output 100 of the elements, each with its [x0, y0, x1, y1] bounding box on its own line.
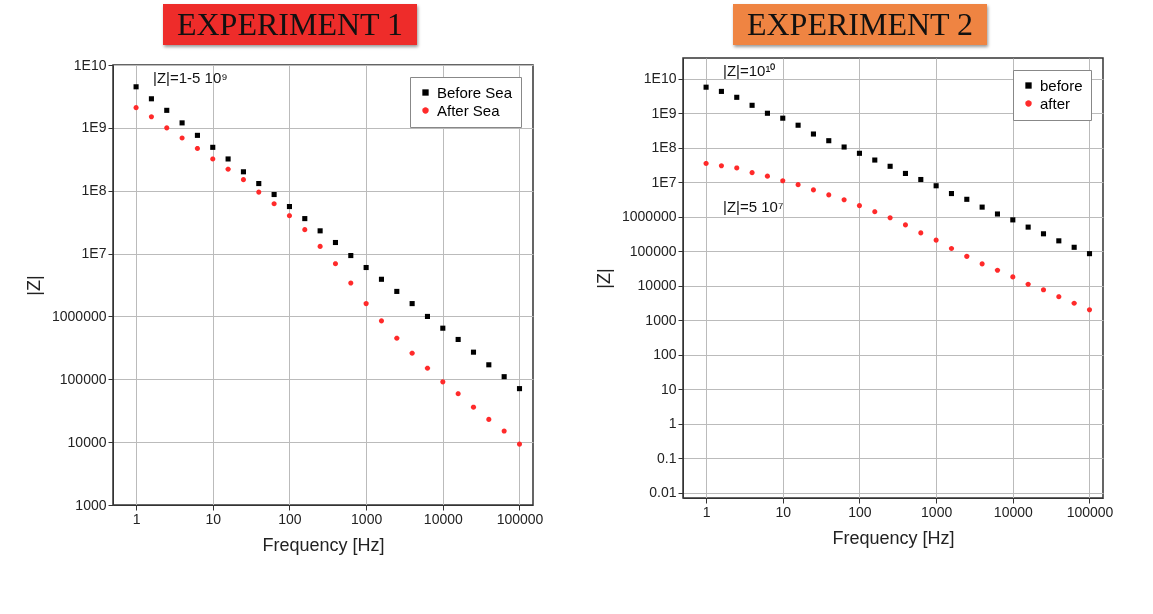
point	[194, 145, 200, 152]
point	[210, 156, 216, 162]
point	[486, 416, 492, 422]
x-tick-label: 100	[278, 510, 302, 527]
y-tick-label: 100000	[59, 370, 107, 387]
x-axis-title: Frequency [Hz]	[262, 534, 385, 555]
y-axis-title: |Z|	[24, 275, 44, 296]
point	[271, 191, 277, 198]
point	[225, 166, 231, 172]
point	[933, 183, 939, 189]
point	[394, 335, 400, 341]
point	[317, 243, 323, 249]
point	[887, 215, 893, 221]
y-tick-label: 10000	[67, 433, 107, 450]
y-tick-label: 1E7	[651, 173, 677, 190]
point	[363, 301, 369, 307]
point	[718, 88, 724, 94]
legend-label: after	[1040, 94, 1071, 112]
point	[378, 276, 385, 282]
y-tick-label: 1E9	[81, 119, 107, 136]
point	[225, 156, 231, 162]
point	[363, 264, 369, 271]
y-tick-label: 1000000	[621, 208, 677, 225]
point	[841, 144, 847, 150]
point	[718, 163, 724, 169]
y-tick-label: 1E10	[73, 56, 107, 73]
y-tick-label: 1E8	[651, 139, 677, 156]
point	[133, 105, 139, 111]
legend-label: before	[1040, 76, 1083, 94]
point	[148, 96, 154, 102]
point	[1056, 294, 1062, 300]
legend-label: After Sea	[437, 101, 501, 119]
point	[780, 178, 786, 184]
point	[440, 379, 446, 385]
point	[979, 261, 985, 267]
point	[1025, 281, 1031, 287]
x-tick-label: 1	[132, 510, 141, 527]
y-tick-label: 1	[668, 415, 677, 432]
point	[409, 301, 415, 307]
point	[826, 138, 832, 144]
point	[902, 170, 909, 176]
point	[378, 318, 385, 324]
point	[271, 201, 277, 207]
point	[1086, 307, 1093, 313]
point	[164, 125, 170, 131]
point	[1040, 231, 1047, 237]
y-tick-label: 0.1	[657, 449, 677, 466]
annotation: |Z|=10¹⁰	[723, 62, 776, 79]
point	[486, 362, 492, 368]
y-axis-title: |Z|	[594, 268, 614, 289]
point	[240, 177, 246, 183]
point	[749, 102, 755, 108]
point	[795, 182, 801, 188]
point	[826, 192, 832, 198]
point	[133, 84, 139, 90]
point	[148, 114, 154, 120]
point	[994, 267, 1001, 273]
y-tick-label: 1000000	[51, 307, 107, 324]
point	[964, 253, 970, 259]
point	[749, 170, 755, 176]
y-tick-label: 0.01	[649, 484, 677, 501]
y-tick-label: 1000	[645, 311, 677, 328]
point	[994, 211, 1001, 217]
point	[780, 115, 786, 121]
point	[210, 144, 216, 150]
point	[1086, 251, 1093, 257]
point	[856, 203, 862, 209]
x-tick-label: 10000	[993, 503, 1033, 520]
x-tick-label: 100000	[496, 510, 544, 527]
x-axis-title: Frequency [Hz]	[832, 527, 955, 548]
point	[887, 163, 893, 169]
point	[394, 288, 400, 294]
chart-title: EXPERIMENT 1	[162, 4, 418, 45]
point	[734, 165, 740, 171]
point	[764, 110, 770, 116]
point	[179, 120, 185, 126]
point	[1040, 287, 1047, 293]
point	[902, 222, 909, 228]
y-tick-label: 100	[653, 346, 677, 363]
point	[332, 239, 339, 246]
x-tick-label: 1000	[351, 510, 383, 527]
point	[1010, 217, 1016, 223]
point	[1071, 300, 1077, 306]
point	[455, 336, 461, 343]
point	[332, 261, 339, 267]
point	[979, 204, 985, 210]
x-tick-label: 100	[848, 503, 872, 520]
x-tick-label: 100000	[1066, 503, 1114, 520]
point	[948, 245, 955, 252]
x-tick-label: 10	[205, 510, 222, 527]
point	[179, 135, 185, 141]
point	[856, 150, 862, 156]
point	[734, 94, 740, 100]
x-tick-label: 10	[775, 503, 792, 520]
point	[918, 230, 924, 236]
chart-title: EXPERIMENT 2	[732, 4, 988, 45]
point	[302, 216, 308, 222]
point	[286, 213, 292, 219]
point	[348, 280, 354, 286]
point	[516, 441, 523, 447]
